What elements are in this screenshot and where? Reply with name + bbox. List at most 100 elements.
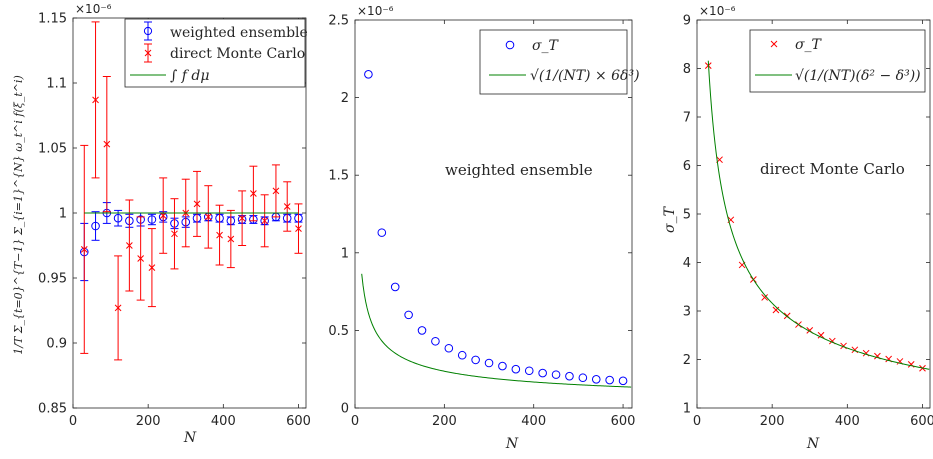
data-point-circle	[431, 336, 440, 346]
data-point-x	[216, 231, 223, 239]
data-point-circle	[524, 366, 534, 376]
data-point-x	[261, 217, 269, 225]
y-tick-label: 2.5	[328, 14, 349, 29]
y-tick-label: 2	[683, 353, 691, 368]
tick-labels: 0 200 400 600 0.85 0.9 0.95 1 1.05 1.1 1.15	[38, 12, 311, 430]
y-tick-label: 8	[683, 62, 691, 77]
data-point-circle	[471, 355, 480, 365]
legend-box	[479, 29, 628, 95]
data-point-x	[193, 200, 201, 208]
data-point-circle	[498, 361, 507, 371]
data-point-x	[126, 242, 133, 249]
x-tick-label: 400	[835, 414, 860, 429]
y-tick-label: 9	[683, 14, 691, 29]
data-point-circle	[377, 228, 387, 237]
data-point-circle	[538, 368, 547, 378]
data-point-x	[227, 235, 235, 243]
series-line-1	[707, 60, 930, 370]
panel-annotation: weighted ensemble	[445, 161, 593, 179]
y-tick-label: 1	[683, 402, 691, 417]
data-point-circle	[484, 358, 494, 368]
data-point-circle	[113, 213, 123, 223]
x-tick-label: 200	[432, 414, 457, 429]
legend-label-formula: √(1/(NT)(δ² − δ³))	[795, 68, 921, 84]
data-point-x	[761, 294, 768, 301]
panel-annotation: direct Monte Carlo	[760, 160, 905, 178]
legend-box	[124, 18, 306, 88]
x-tick-label: 0	[693, 414, 701, 429]
data-point-x	[238, 214, 246, 222]
y-tick-label: 2	[341, 91, 349, 106]
legend: weighted ensemble direct Monte Carlo ∫ f…	[124, 18, 308, 88]
data-point-x	[272, 187, 280, 195]
data-marks	[704, 60, 930, 372]
data-point-circle	[390, 282, 400, 292]
data-point-x	[250, 190, 257, 197]
legend-label-integral: ∫ f dμ	[170, 68, 209, 84]
data-point-x	[137, 255, 144, 262]
legend-box	[749, 29, 926, 93]
y-tick-label: 5	[683, 208, 691, 223]
x-tick-label: 200	[136, 414, 161, 429]
x-tick-label: 200	[760, 414, 785, 429]
y-tick-label: 0.95	[38, 272, 67, 287]
tick-labels: 0 200 400 600 1 2 3 4 5 6 7 8 9	[683, 14, 933, 430]
y-axis-label-text: 1/T Σ_{t=0}^{T−1} Σ_{i=1}^{N} ω_t^i f(ξ_…	[12, 75, 25, 355]
data-point-x	[204, 213, 212, 221]
data-point-x	[171, 230, 178, 238]
y-tick-label: 4	[683, 256, 691, 271]
data-point-x	[295, 225, 302, 232]
data-point-circle	[565, 371, 574, 381]
y-tick-label: 1	[59, 207, 67, 222]
y-tick-label: 1.15	[38, 12, 67, 27]
y-tick-label: 0	[341, 402, 349, 417]
data-point-x	[283, 203, 291, 210]
panel-ensemble-sigma: 0 200 400 600 0 0.5 1 1.5 2 2.5 ×10⁻⁶ N weighted …	[328, 4, 639, 452]
data-point-circle	[578, 373, 588, 383]
y-tick-label: 0.5	[328, 324, 349, 339]
legend-label-montecarlo: direct Monte Carlo	[170, 46, 305, 62]
data-point-circle	[591, 374, 601, 384]
data-point-circle	[457, 350, 467, 360]
panel-montecarlo-sigma: 0 200 400 600 1 2 3 4 5 6 7 8 9 ×10⁻⁶ N σ_T direct M…	[662, 4, 933, 452]
y-tick-label: 1	[341, 246, 349, 261]
data-point-circle	[417, 326, 427, 335]
y-tick-label: 1.05	[38, 142, 67, 157]
legend: σ_T √(1/(NT)(δ² − δ³))	[749, 29, 926, 93]
data-point-x	[114, 304, 122, 312]
y-tick-label: 7	[683, 111, 691, 126]
data-point-circle	[91, 221, 100, 231]
x-tick-label: 0	[351, 414, 359, 429]
data-point-x	[772, 306, 780, 314]
legend-label-formula: √(1/(NT) × 6δ³)	[530, 68, 640, 84]
x-axis-label: N	[183, 430, 197, 446]
data-point-circle	[551, 370, 561, 379]
x-axis-label: N	[505, 436, 519, 452]
data-point-circle	[618, 376, 628, 386]
data-marks	[361, 70, 632, 388]
x-tick-label: 400	[521, 414, 546, 429]
y-axis-label: 1/T Σ_{t=0}^{T−1} Σ_{i=1}^{N} ω_t^i f(ξ_…	[12, 75, 25, 355]
y-exponent-label: ×10⁻⁶	[75, 2, 112, 16]
legend-marker-x	[144, 43, 152, 63]
y-exponent-label: ×10⁻⁶	[699, 4, 736, 18]
y-tick-label: 0.85	[38, 402, 67, 417]
x-tick-label: 600	[910, 414, 933, 429]
y-tick-label: 0.9	[46, 337, 67, 352]
legend-label-ensemble: weighted ensemble	[170, 25, 308, 41]
data-marks	[79, 21, 303, 361]
data-point-circle	[404, 310, 413, 320]
data-point-x	[159, 212, 167, 219]
data-point-circle	[364, 70, 373, 79]
x-tick-label: 600	[611, 414, 636, 429]
data-point-circle	[605, 375, 614, 385]
y-tick-label: 1.1	[46, 77, 67, 92]
data-point-x	[148, 264, 156, 271]
x-axis-label: N	[806, 436, 820, 452]
x-tick-label: 600	[286, 414, 311, 429]
y-tick-label: 3	[683, 305, 691, 320]
y-tick-label: 6	[683, 159, 691, 174]
data-point-x	[103, 140, 111, 148]
